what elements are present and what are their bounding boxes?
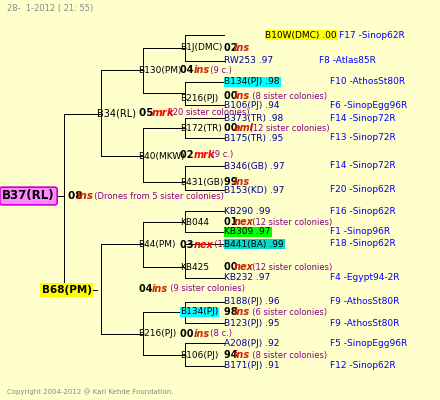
Text: (20 sister colonies): (20 sister colonies) xyxy=(167,108,250,118)
Text: B171(PJ) .91: B171(PJ) .91 xyxy=(224,362,280,370)
Text: KB232 .97: KB232 .97 xyxy=(224,274,271,282)
Text: aml: aml xyxy=(234,123,254,133)
Text: 02: 02 xyxy=(224,43,241,53)
Text: B130(PM): B130(PM) xyxy=(139,66,182,74)
Text: (8 sister colonies): (8 sister colonies) xyxy=(247,351,327,360)
Text: KB425: KB425 xyxy=(180,263,209,272)
Text: B68(PM): B68(PM) xyxy=(42,285,92,295)
Text: ins: ins xyxy=(234,43,250,53)
Text: ins: ins xyxy=(234,91,250,101)
Text: (9 c.): (9 c.) xyxy=(205,66,232,75)
Text: B172(TR): B172(TR) xyxy=(180,124,222,132)
Text: F1 -Sinop96R: F1 -Sinop96R xyxy=(330,228,390,236)
Text: F6 -SinopEgg96R: F6 -SinopEgg96R xyxy=(330,101,407,110)
Text: F9 -AthosSt80R: F9 -AthosSt80R xyxy=(330,298,400,306)
Text: (12 sister colonies): (12 sister colonies) xyxy=(247,218,333,226)
Text: 99: 99 xyxy=(224,177,241,187)
Text: 05: 05 xyxy=(139,108,157,118)
Text: 00: 00 xyxy=(224,262,241,272)
Text: F9 -AthosSt80R: F9 -AthosSt80R xyxy=(330,319,400,328)
Text: F13 -Sinop72R: F13 -Sinop72R xyxy=(330,134,396,142)
Text: ins: ins xyxy=(152,284,168,294)
Text: F5 -SinopEgg96R: F5 -SinopEgg96R xyxy=(330,339,407,348)
Text: Copyright 2004-2012 @ Karl Kehde Foundation.: Copyright 2004-2012 @ Karl Kehde Foundat… xyxy=(7,388,173,394)
Text: 08: 08 xyxy=(68,191,86,201)
Text: F16 -Sinop62R: F16 -Sinop62R xyxy=(330,207,396,216)
Text: mrk: mrk xyxy=(152,108,175,118)
Text: B1J(DMC): B1J(DMC) xyxy=(180,44,223,52)
Text: B216(PJ): B216(PJ) xyxy=(139,330,177,338)
Text: F14 -Sinop72R: F14 -Sinop72R xyxy=(330,162,396,170)
Text: B123(PJ) .95: B123(PJ) .95 xyxy=(224,319,280,328)
Text: KB290 .99: KB290 .99 xyxy=(224,207,271,216)
Text: KB044: KB044 xyxy=(180,218,209,226)
Text: 03: 03 xyxy=(180,240,197,250)
Text: 00: 00 xyxy=(224,91,241,101)
Text: (8 sister colonies): (8 sister colonies) xyxy=(247,92,327,100)
Text: (12 c.): (12 c.) xyxy=(209,240,241,249)
Text: (9 c.): (9 c.) xyxy=(209,150,233,160)
Text: ins: ins xyxy=(194,329,210,338)
Text: nex: nex xyxy=(234,217,254,227)
Text: B34(RL): B34(RL) xyxy=(97,109,136,119)
Text: A208(PJ) .92: A208(PJ) .92 xyxy=(224,339,280,348)
Text: ins: ins xyxy=(234,307,250,317)
Text: F10 -AthosSt80R: F10 -AthosSt80R xyxy=(330,78,405,86)
Text: F17 -Sinop62R: F17 -Sinop62R xyxy=(339,31,404,40)
Text: B346(GB) .97: B346(GB) .97 xyxy=(224,162,285,170)
Text: B37(RL): B37(RL) xyxy=(2,190,55,202)
Text: 04: 04 xyxy=(180,65,197,75)
Text: B175(TR) .95: B175(TR) .95 xyxy=(224,134,284,142)
Text: ins: ins xyxy=(194,65,210,75)
Text: (8 c.): (8 c.) xyxy=(205,329,232,338)
Text: 94: 94 xyxy=(224,350,241,360)
Text: F4 -Egypt94-2R: F4 -Egypt94-2R xyxy=(330,274,400,282)
Text: B44(PM): B44(PM) xyxy=(139,240,176,248)
Text: RW253 .97: RW253 .97 xyxy=(224,56,274,65)
Text: 01: 01 xyxy=(224,217,241,227)
Text: B431(GB): B431(GB) xyxy=(180,178,224,186)
Text: nex: nex xyxy=(234,262,254,272)
Text: mrk: mrk xyxy=(194,150,215,160)
Text: 28-  1-2012 ( 21: 55): 28- 1-2012 ( 21: 55) xyxy=(7,4,93,13)
Text: 00: 00 xyxy=(224,123,241,133)
Text: B106(PJ): B106(PJ) xyxy=(180,351,219,360)
Text: B134(PJ) .98: B134(PJ) .98 xyxy=(224,78,280,86)
Text: (6 sister colonies): (6 sister colonies) xyxy=(247,308,327,316)
Text: F14 -Sinop72R: F14 -Sinop72R xyxy=(330,114,396,123)
Text: F20 -Sinop62R: F20 -Sinop62R xyxy=(330,186,396,194)
Text: F12 -Sinop62R: F12 -Sinop62R xyxy=(330,362,396,370)
Text: B188(PJ) .96: B188(PJ) .96 xyxy=(224,298,280,306)
Text: KB309 .97: KB309 .97 xyxy=(224,228,271,236)
Text: F8 -Atlas85R: F8 -Atlas85R xyxy=(319,56,376,65)
Text: ins: ins xyxy=(234,177,250,187)
Text: B106(PJ) .94: B106(PJ) .94 xyxy=(224,101,280,110)
Text: B40(MKW): B40(MKW) xyxy=(139,152,185,160)
Text: 00: 00 xyxy=(180,329,197,338)
Text: B153(KD) .97: B153(KD) .97 xyxy=(224,186,285,194)
Text: F18 -Sinop62R: F18 -Sinop62R xyxy=(330,240,396,248)
Text: nex: nex xyxy=(194,240,213,250)
Text: (12 sister colonies): (12 sister colonies) xyxy=(247,263,333,272)
Text: 98: 98 xyxy=(224,307,242,317)
Text: (12 sister colonies): (12 sister colonies) xyxy=(247,124,330,132)
Text: B10W(DMC) .00: B10W(DMC) .00 xyxy=(265,31,337,40)
Text: (Drones from 5 sister colonies): (Drones from 5 sister colonies) xyxy=(89,192,224,200)
Text: (9 sister colonies): (9 sister colonies) xyxy=(165,284,245,294)
Text: B441(BA) .99: B441(BA) .99 xyxy=(224,240,284,248)
Text: B216(PJ): B216(PJ) xyxy=(180,94,219,103)
Text: 04: 04 xyxy=(139,284,155,294)
Text: ins: ins xyxy=(234,350,250,360)
Text: 02: 02 xyxy=(180,150,197,160)
Text: B373(TR) .98: B373(TR) .98 xyxy=(224,114,284,123)
Text: ins: ins xyxy=(77,191,94,201)
Text: B134(PJ): B134(PJ) xyxy=(180,308,219,316)
